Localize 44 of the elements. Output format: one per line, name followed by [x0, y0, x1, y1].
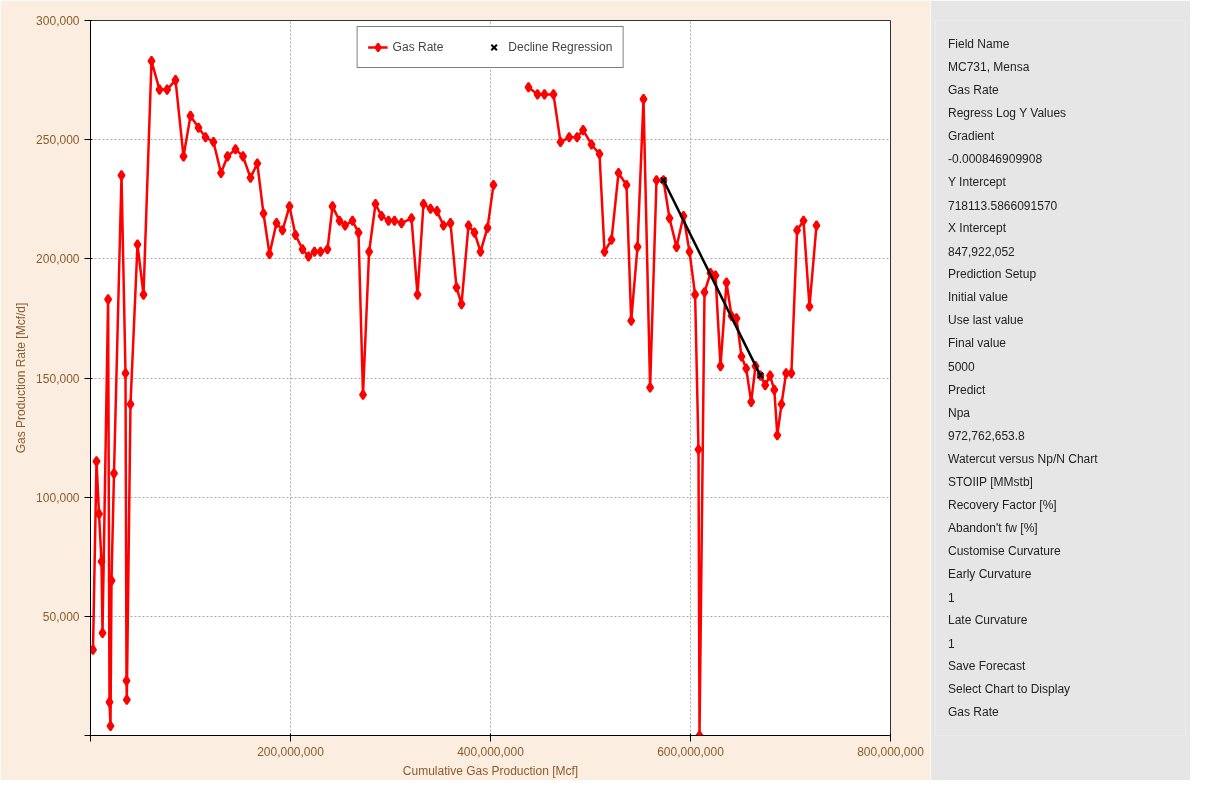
y-tick-label: 100,000	[36, 490, 80, 505]
text: 718113.5866091570	[948, 198, 1058, 213]
text: Customise Curvature	[948, 543, 1062, 558]
text: Field Name	[948, 36, 1010, 51]
text: Early Curvature	[948, 567, 1032, 582]
y-tick-label: 50,000	[42, 609, 80, 624]
text: Save Forecast	[948, 659, 1027, 674]
text: -0.000846909908	[948, 152, 1043, 167]
text: Watercut versus Np/N Chart	[948, 451, 1099, 466]
text: 847,922,052	[948, 244, 1016, 259]
y-axis-title: Gas Production Rate [Mcf/d]	[14, 302, 29, 454]
text: Gradient	[948, 128, 995, 143]
text: Initial value	[948, 290, 1009, 305]
text: Regress Log Y Values	[948, 105, 1067, 120]
text: 972,762,653.8	[948, 429, 1026, 444]
x-tick-label: 200,000,000	[257, 744, 325, 759]
text: Gas Rate	[948, 705, 1000, 720]
y-tick-label: 300,000	[36, 14, 80, 28]
text: 1	[948, 636, 955, 651]
legend-label: Gas Rate	[392, 40, 444, 54]
text: Abandon't fw [%]	[948, 520, 1038, 535]
x-tick-label: 600,000,000	[657, 744, 725, 759]
text: Npa	[948, 405, 971, 420]
text: Gas Rate	[948, 82, 1000, 97]
text: Y Intercept	[948, 174, 1007, 189]
text: Recovery Factor [%]	[948, 497, 1057, 512]
legend-label: Decline Regression	[508, 40, 613, 54]
x-tick-label: 800,000,000	[857, 744, 925, 759]
y-tick-label: 250,000	[36, 133, 80, 148]
text: Final value	[948, 336, 1007, 351]
text: Late Curvature	[948, 613, 1028, 628]
y-tick-label: 150,000	[36, 371, 80, 386]
text: Use last value	[948, 313, 1024, 328]
text: 1	[948, 590, 955, 605]
text: Select Chart to Display	[948, 682, 1071, 697]
text: MC731, Mensa	[948, 59, 1030, 74]
x-axis-title: Cumulative Gas Production [Mcf]	[402, 763, 579, 778]
text: Predict	[948, 382, 987, 397]
text: Prediction Setup	[948, 267, 1037, 282]
text: X Intercept	[948, 221, 1007, 236]
x-tick-label: 400,000,000	[457, 744, 525, 759]
text: 5000	[948, 359, 976, 374]
text: STOIIP [MMstb]	[948, 474, 1033, 489]
y-tick-label: 200,000	[36, 252, 80, 267]
